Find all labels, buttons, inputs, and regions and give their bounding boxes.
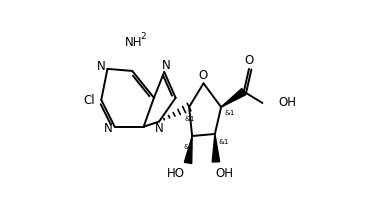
Text: &1: &1	[184, 144, 194, 150]
Text: &1: &1	[185, 116, 195, 123]
Text: 2: 2	[140, 32, 146, 41]
Text: OH: OH	[278, 97, 296, 109]
Polygon shape	[221, 89, 246, 107]
Text: Cl: Cl	[84, 94, 95, 107]
Text: O: O	[199, 69, 208, 82]
Text: NH: NH	[125, 36, 142, 48]
Text: &1: &1	[224, 110, 234, 116]
Text: N: N	[97, 60, 105, 73]
Text: N: N	[104, 122, 113, 135]
Polygon shape	[212, 134, 220, 162]
Text: N: N	[155, 122, 163, 135]
Text: O: O	[244, 54, 254, 67]
Text: OH: OH	[215, 167, 233, 180]
Text: HO: HO	[167, 167, 185, 180]
Text: &1: &1	[219, 139, 229, 145]
Polygon shape	[184, 136, 192, 163]
Text: N: N	[162, 59, 171, 72]
